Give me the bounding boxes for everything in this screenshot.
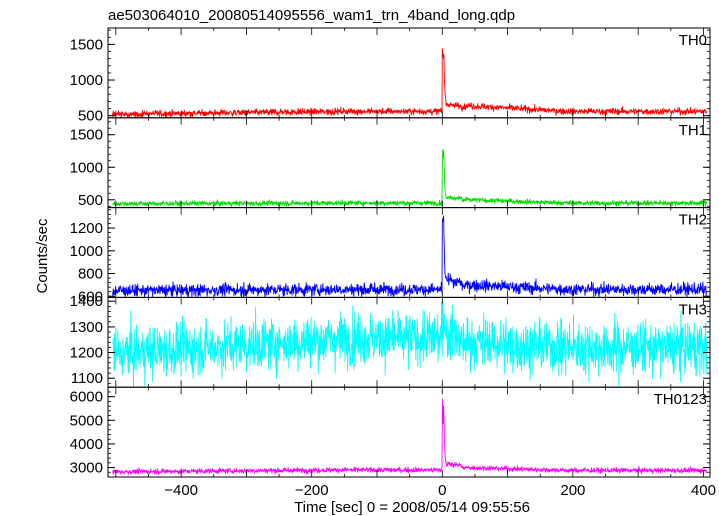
panel-frame	[107, 117, 711, 209]
y-tick-label: 1400	[70, 293, 103, 310]
y-tick-label: 500	[78, 108, 103, 125]
y-tick-label: 1500	[70, 36, 103, 53]
panel-label-th1: TH1	[679, 122, 707, 139]
y-tick-label: 1000	[70, 159, 103, 176]
panel-label-th2: TH2	[679, 212, 707, 229]
y-tick-label: 1200	[70, 345, 103, 362]
y-tick-label: 1000	[70, 72, 103, 89]
x-tick-labels: −400 −200 0 200 400	[164, 482, 716, 499]
y-tick-label: 4000	[70, 436, 103, 453]
x-tick-label: 200	[560, 482, 585, 499]
y-tick-label: 1000	[70, 243, 103, 260]
y-tick-label: 5000	[70, 412, 103, 429]
y-tick-label: 800	[78, 266, 103, 283]
panel-th3: 1100 1200 1300 1400 TH3	[70, 293, 711, 388]
y-tick-label: 1300	[70, 319, 103, 336]
y-tick-label: 1100	[71, 370, 103, 387]
y-tick-label: 1200	[70, 220, 103, 237]
x-tick-label: −200	[295, 482, 329, 499]
series-line-th1	[112, 149, 708, 208]
series-line-th0	[112, 48, 708, 119]
panel-label-th3: TH3	[679, 301, 707, 318]
y-tick-label: 1500	[70, 127, 103, 144]
y-tick-label: 600	[78, 288, 103, 305]
panel-th0123: 3000 4000 5000 6000 TH0123	[70, 386, 711, 478]
y-axis-label: Counts/sec	[34, 218, 51, 294]
panel-th1: 500 1000 1500 TH1	[70, 117, 711, 209]
series-line-th3	[112, 298, 708, 387]
y-tick-label: 6000	[70, 389, 103, 406]
panel-label-th0: TH0	[679, 32, 707, 49]
panel-label-th0123: TH0123	[654, 391, 707, 408]
panel-th2: 600 800 1000 1200 TH2	[70, 207, 711, 305]
panel-th0: 500 1000 1500 TH0	[70, 27, 711, 125]
x-tick-label: 0	[438, 482, 446, 499]
series-line-th2	[112, 215, 708, 298]
x-axis-label: Time [sec] 0 = 2008/05/14 09:55:56	[294, 499, 530, 516]
y-tick-label: 500	[78, 192, 103, 209]
y-tick-label: 3000	[70, 460, 103, 477]
chart-title: ae503064010_20080514095556_wam1_trn_4ban…	[108, 7, 515, 24]
panel-frame	[107, 207, 711, 298]
panels: 500 1000 1500 TH0 500 1000 1500 TH1 600 800 1000 12…	[70, 27, 711, 478]
x-tick-label: −400	[164, 482, 198, 499]
series-line-th0123	[112, 398, 708, 476]
panel-frame	[107, 386, 711, 478]
panel-frame	[107, 27, 711, 119]
x-tick-label: 400	[691, 482, 716, 499]
